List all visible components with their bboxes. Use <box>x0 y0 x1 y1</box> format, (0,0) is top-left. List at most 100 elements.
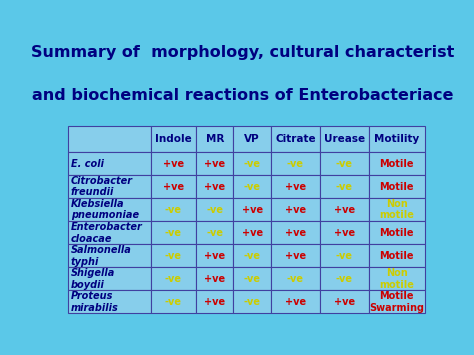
Bar <box>196 290 234 313</box>
Bar <box>368 221 425 244</box>
Text: Proteus
mirabilis: Proteus mirabilis <box>71 291 118 312</box>
Bar <box>271 126 320 152</box>
Bar <box>368 126 425 152</box>
Bar <box>234 221 271 244</box>
Bar <box>368 267 425 290</box>
Text: +ve: +ve <box>242 228 263 238</box>
Bar <box>68 244 151 267</box>
Text: +ve: +ve <box>285 251 306 261</box>
Bar <box>68 290 151 313</box>
Text: Non
motile: Non motile <box>379 268 414 290</box>
Bar <box>320 198 368 221</box>
Text: -ve: -ve <box>206 228 223 238</box>
Text: +ve: +ve <box>204 182 225 192</box>
Text: -ve: -ve <box>336 274 353 284</box>
Bar <box>271 290 320 313</box>
Text: -ve: -ve <box>165 251 182 261</box>
Text: Urease: Urease <box>324 134 365 144</box>
Bar <box>271 221 320 244</box>
Bar <box>368 244 425 267</box>
Bar <box>151 244 196 267</box>
Text: VP: VP <box>245 134 260 144</box>
Text: Motile: Motile <box>379 182 414 192</box>
Text: +ve: +ve <box>204 274 225 284</box>
Bar <box>151 267 196 290</box>
Text: +ve: +ve <box>163 159 184 169</box>
Text: +ve: +ve <box>204 159 225 169</box>
Text: +ve: +ve <box>334 228 355 238</box>
Bar <box>368 175 425 198</box>
Bar <box>234 267 271 290</box>
Text: -ve: -ve <box>206 205 223 215</box>
Text: Motile: Motile <box>379 159 414 169</box>
Bar <box>320 244 368 267</box>
Bar <box>68 198 151 221</box>
Bar <box>271 198 320 221</box>
Text: -ve: -ve <box>165 228 182 238</box>
Bar <box>234 290 271 313</box>
Text: Motile: Motile <box>379 228 414 238</box>
Text: Citrate: Citrate <box>275 134 316 144</box>
Bar <box>196 221 234 244</box>
Text: Indole: Indole <box>155 134 192 144</box>
Text: -ve: -ve <box>336 182 353 192</box>
Text: Shigella
boydii: Shigella boydii <box>71 268 115 290</box>
Text: +ve: +ve <box>285 228 306 238</box>
Text: +ve: +ve <box>334 297 355 307</box>
Bar <box>196 198 234 221</box>
Bar <box>368 152 425 175</box>
Bar <box>234 198 271 221</box>
Bar <box>368 290 425 313</box>
Bar <box>68 152 151 175</box>
Text: +ve: +ve <box>285 205 306 215</box>
Bar <box>151 175 196 198</box>
Bar <box>68 175 151 198</box>
Text: +ve: +ve <box>334 205 355 215</box>
Bar <box>234 244 271 267</box>
Text: -ve: -ve <box>244 182 261 192</box>
Bar <box>234 152 271 175</box>
Bar <box>68 267 151 290</box>
Text: MR: MR <box>206 134 224 144</box>
Bar <box>234 175 271 198</box>
Text: Motility: Motility <box>374 134 419 144</box>
Bar <box>320 290 368 313</box>
Text: +ve: +ve <box>242 205 263 215</box>
Text: -ve: -ve <box>244 159 261 169</box>
Text: Enterobacter
cloacae: Enterobacter cloacae <box>71 222 142 244</box>
Text: +ve: +ve <box>285 182 306 192</box>
Bar <box>196 152 234 175</box>
Bar <box>151 198 196 221</box>
Text: Klebsiella
pneumoniae: Klebsiella pneumoniae <box>71 199 139 220</box>
Bar <box>320 152 368 175</box>
Text: and biochemical reactions of Enterobacteriace: and biochemical reactions of Enterobacte… <box>32 88 454 103</box>
Text: -ve: -ve <box>244 297 261 307</box>
Bar <box>320 221 368 244</box>
Text: -ve: -ve <box>287 159 304 169</box>
Bar <box>271 152 320 175</box>
Bar <box>68 221 151 244</box>
Text: -ve: -ve <box>165 205 182 215</box>
Bar <box>320 175 368 198</box>
Bar <box>271 175 320 198</box>
Text: -ve: -ve <box>336 251 353 261</box>
Bar <box>320 267 368 290</box>
Text: Salmonella
typhi: Salmonella typhi <box>71 245 131 267</box>
Bar <box>68 126 151 152</box>
Bar <box>151 290 196 313</box>
Bar <box>234 126 271 152</box>
Bar <box>151 126 196 152</box>
Bar <box>196 126 234 152</box>
Text: -ve: -ve <box>336 159 353 169</box>
Bar <box>271 244 320 267</box>
Text: Non
motile: Non motile <box>379 199 414 220</box>
Bar <box>151 152 196 175</box>
Bar <box>271 267 320 290</box>
Text: -ve: -ve <box>244 274 261 284</box>
Text: +ve: +ve <box>204 297 225 307</box>
Text: +ve: +ve <box>285 297 306 307</box>
Bar <box>151 221 196 244</box>
Text: -ve: -ve <box>244 251 261 261</box>
Text: -ve: -ve <box>287 274 304 284</box>
Text: Citrobacter
freundii: Citrobacter freundii <box>71 176 133 197</box>
